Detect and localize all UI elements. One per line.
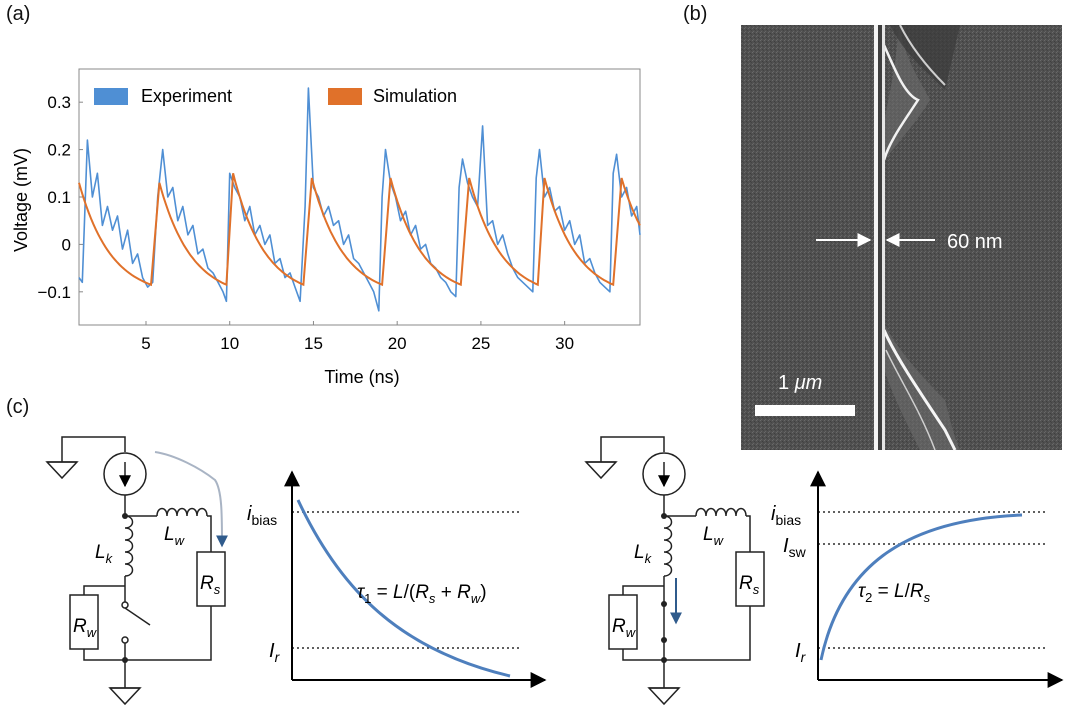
label-isw-right: Isw xyxy=(783,535,807,560)
label-lw-left: Lw xyxy=(164,524,186,548)
legend-swatch-experiment xyxy=(94,88,128,105)
panel-label-a: (a) xyxy=(6,3,31,25)
recovery-plot: ibias Isw Ir τ2 = L/Rs xyxy=(771,470,1064,688)
lower-diagonal-edge xyxy=(882,329,957,451)
label-rs-left: Rs xyxy=(200,573,221,597)
inductor-lk-left xyxy=(124,515,134,577)
tau1-equation: τ1 = L/(Rs + Rw) xyxy=(357,582,487,606)
y-tick-label: 0.2 xyxy=(47,141,71,160)
y-axis-label: Voltage (mV) xyxy=(11,148,31,252)
y-tick-label: 0.1 xyxy=(47,188,71,207)
lower-diagonal-shadow xyxy=(885,349,936,451)
panel-label-b: (b) xyxy=(683,3,708,25)
y-tick-label: 0.3 xyxy=(47,93,71,112)
recovery-curve xyxy=(819,513,1023,661)
label-lk-left: Lk xyxy=(95,542,114,566)
scalebar xyxy=(755,405,855,416)
tau2-equation: τ2 = L/Rs xyxy=(858,581,931,605)
x-tick-label: 25 xyxy=(471,334,490,353)
nanowire-left-edge xyxy=(874,25,878,450)
current-flow-arrow-left xyxy=(154,451,228,548)
label-rw-right: Rw xyxy=(612,616,637,640)
switch-left xyxy=(124,607,151,626)
legend-label-simulation: Simulation xyxy=(373,86,457,106)
experiment-line xyxy=(78,87,641,312)
resistor-rw-right xyxy=(608,594,638,650)
series-experiment xyxy=(78,87,641,312)
label-lw-right: Lw xyxy=(703,524,725,548)
circuit-left xyxy=(45,436,226,706)
y-tick-label: −0.1 xyxy=(37,283,71,302)
simulation-line xyxy=(78,173,641,287)
label-rs-right: Rs xyxy=(739,573,760,597)
x-axis-label: Time (ns) xyxy=(324,367,399,387)
resistor-rw-left xyxy=(69,594,99,650)
label-ir-right: Ir xyxy=(795,640,807,665)
y-tick-label: 0 xyxy=(62,235,71,254)
width-annotation: 60 nm xyxy=(947,231,1003,253)
label-ir-left: Ir xyxy=(269,640,281,665)
decay-plot: ibias Ir τ1 = L/(Rs + Rw) xyxy=(247,470,547,688)
x-tick-label: 10 xyxy=(220,334,239,353)
x-tick-label: 5 xyxy=(141,334,150,353)
label-lk-right: Lk xyxy=(634,542,653,566)
label-rw-left: Rw xyxy=(73,616,98,640)
nanowire-inner-edge xyxy=(882,25,885,450)
upper-diagonal-edge xyxy=(899,24,946,86)
x-tick-label: 30 xyxy=(555,334,574,353)
inductor-lw-right xyxy=(695,507,747,517)
taper-edge-upper-line xyxy=(882,44,920,161)
label-ibias-left: ibias xyxy=(247,503,277,528)
taper-edge-upper xyxy=(890,25,960,90)
nanowire-gap xyxy=(878,25,882,450)
inductor-lw-left xyxy=(156,507,208,517)
resistor-rs-right xyxy=(735,551,765,607)
label-ibias-right: ibias xyxy=(771,503,801,528)
decay-curve xyxy=(296,499,511,678)
sem-image: 60 nm 1 μm xyxy=(741,24,1062,451)
scalebar-label: 1 μm xyxy=(778,372,822,394)
resistor-rs-left xyxy=(196,551,226,607)
circuit-right xyxy=(584,436,765,706)
legend-label-experiment: Experiment xyxy=(141,86,232,106)
x-tick-label: 15 xyxy=(304,334,323,353)
nanowire-right-edge xyxy=(881,25,960,450)
panel-label-c: (c) xyxy=(6,396,30,418)
y-axis-ticks: −0.1 0 0.1 0.2 0.3 xyxy=(37,93,83,302)
voltage-time-chart: −0.1 0 0.1 0.2 0.3 5 10 15 20 25 30 Experiment Si… xyxy=(11,68,641,387)
legend-swatch-simulation xyxy=(328,88,362,105)
series-simulation xyxy=(78,173,641,287)
x-tick-label: 20 xyxy=(388,334,407,353)
x-axis-ticks: 5 10 15 20 25 30 xyxy=(141,321,574,353)
inductor-lk-right xyxy=(663,515,673,577)
